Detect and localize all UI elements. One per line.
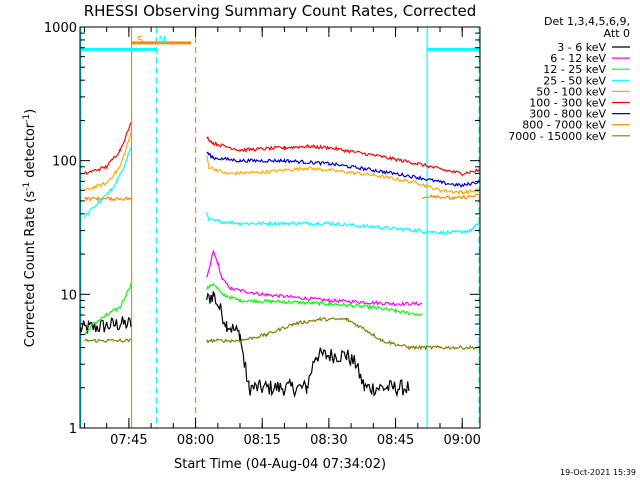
legend-label-6: 300 - 800 keV	[529, 108, 606, 121]
legend-label-8: 7000 - 15000 keV	[508, 130, 606, 143]
y-axis-label-sup2: -1	[22, 114, 32, 123]
legend-label-3: 25 - 50 keV	[543, 74, 606, 87]
y-tick-label: 1000	[44, 21, 77, 36]
y-axis-label-main: Corrected Count Rate (s	[23, 191, 38, 348]
series-line-1	[206, 250, 423, 307]
annotation-n: N	[158, 35, 165, 46]
plot-area	[80, 27, 480, 428]
legend-label-4: 50 - 100 keV	[536, 85, 606, 98]
footer-date: 19-Oct-2021 15:39	[560, 468, 636, 477]
y-axis-label: Corrected Count Rate (s-1 detector-1)	[22, 109, 38, 347]
y-tick-label: 100	[52, 155, 77, 170]
legend-header-line2: Att 0	[604, 27, 630, 40]
x-tick-label: 08:30	[310, 433, 347, 448]
x-tick-label: 07:45	[110, 433, 147, 448]
series-line-8	[84, 315, 481, 351]
series-line-6	[206, 151, 481, 188]
coverage-bars	[80, 41, 480, 51]
y-tick-label: 1	[69, 422, 77, 437]
y-tick-label: 10	[60, 288, 77, 303]
x-tick-label: 09:00	[443, 433, 480, 448]
series-line-0	[79, 291, 410, 398]
y-axis-label-mid: detector	[23, 122, 38, 182]
axes: 1 10 100 1000 07:45 08:00 08:15 08:30 08:45 09:00	[44, 21, 481, 448]
y-axis-label-end: )	[23, 109, 38, 114]
x-axis-label: Start Time (04-Aug-04 07:34:02)	[174, 457, 386, 472]
legend-label-2: 12 - 25 keV	[543, 63, 606, 76]
series-line-5	[84, 122, 481, 177]
chart-title: RHESSI Observing Summary Count Rates, Co…	[84, 2, 477, 20]
legend-header-line1: Det 1,3,4,5,6,9,	[544, 15, 630, 28]
series-line-4	[84, 131, 481, 195]
series-line-7	[83, 193, 481, 202]
legend-label-7: 800 - 7000 keV	[522, 119, 606, 132]
legend-label-1: 6 - 12 keV	[550, 52, 606, 65]
legend-label-0: 3 - 6 keV	[557, 41, 606, 54]
annotation-s: S	[137, 35, 143, 46]
series-line-3	[83, 146, 481, 235]
x-tick-label: 08:00	[177, 433, 214, 448]
x-tick-label: 08:15	[243, 433, 280, 448]
y-axis-label-sup1: -1	[22, 182, 32, 191]
plot-frame	[79, 26, 481, 429]
series-lines	[79, 122, 481, 398]
legend-label-5: 100 - 300 keV	[529, 97, 606, 110]
x-tick-label: 08:45	[377, 433, 414, 448]
vertical-markers	[80, 27, 480, 428]
series-line-2	[83, 282, 423, 336]
plot-background	[80, 27, 480, 428]
